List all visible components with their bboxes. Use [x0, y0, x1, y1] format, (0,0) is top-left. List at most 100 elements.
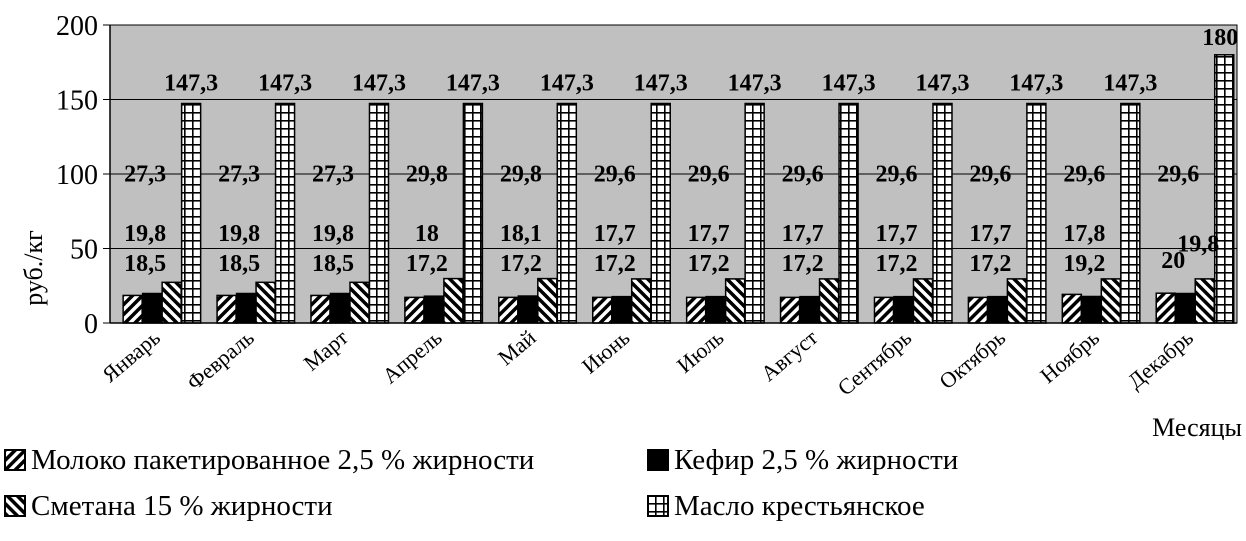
data-label: 147,3 [728, 71, 782, 97]
legend-label: Масло крестьянское [674, 490, 925, 522]
bar [650, 102, 671, 324]
data-label: 19,2 [1063, 251, 1105, 277]
data-label: 17,7 [688, 221, 730, 247]
data-label: 18,1 [500, 221, 542, 247]
x-tick-label: Март [299, 324, 353, 375]
bar [912, 278, 934, 324]
x-axis-title: Месяцы [1152, 413, 1242, 440]
data-label: 19,8 [124, 221, 166, 247]
y-tick-label: 100 [56, 160, 98, 191]
bar [161, 281, 182, 324]
legend-label: Молоко пакетированное 2,5 % жирности [31, 444, 535, 476]
bar [744, 102, 765, 324]
bar [141, 292, 163, 324]
legend-item: Кефир 2,5 % жирности [647, 440, 958, 480]
data-label: 147,3 [634, 71, 688, 97]
data-label: 17,2 [969, 251, 1011, 277]
data-label: 17,7 [969, 221, 1011, 247]
gridlines [110, 99, 1237, 249]
data-label: 18,5 [312, 251, 354, 277]
legend-swatch [647, 495, 669, 517]
x-axis-labels: Январь Февраль Март Апрель Май Июнь Июль Август… [97, 324, 1198, 400]
bar [1026, 102, 1047, 324]
data-label: 17,2 [594, 251, 636, 277]
data-label: 19,8 [218, 221, 260, 247]
data-label: 147,3 [446, 71, 500, 97]
y-axis-ticks: 0 50 100 150 200 [56, 11, 110, 340]
data-label: 147,3 [1103, 71, 1157, 97]
data-label: 20 [1161, 248, 1185, 274]
bar [404, 296, 425, 324]
data-label: 29,8 [406, 161, 448, 187]
bar [1100, 278, 1122, 324]
bar [893, 295, 914, 324]
data-label: 18,5 [124, 251, 166, 277]
bar [423, 295, 445, 324]
data-label: 17,7 [875, 221, 917, 247]
bar [517, 295, 539, 324]
bar [1120, 102, 1141, 324]
bar [329, 292, 351, 324]
bar [967, 296, 989, 324]
bar [630, 278, 652, 324]
data-label: 147,3 [352, 71, 406, 97]
data-label: 29,8 [500, 161, 542, 187]
legend-label: Сметана 15 % жирности [31, 490, 333, 522]
bar [537, 277, 558, 324]
data-label: 29,6 [594, 161, 636, 187]
data-label: 19,8 [312, 221, 354, 247]
legend-swatch [4, 495, 26, 517]
legend-item: Сметана 15 % жирности [4, 486, 333, 526]
bar [1213, 54, 1235, 324]
data-label: 27,3 [312, 161, 354, 187]
legend-swatch [4, 449, 26, 471]
bar [987, 295, 1008, 324]
x-tick-label: Ноябрь [1035, 325, 1104, 388]
data-label: 18 [415, 221, 439, 247]
x-tick-label: Сентябрь [833, 325, 917, 401]
data-label: 18,5 [218, 251, 260, 277]
data-label: 17,2 [500, 251, 542, 277]
bar [498, 296, 519, 324]
bar [122, 294, 143, 324]
bar [1155, 292, 1176, 324]
x-tick-label: Октябрь [934, 325, 1010, 394]
y-axis-title: руб./кг [19, 230, 48, 306]
y-tick-label: 150 [56, 86, 98, 117]
data-label: 147,3 [164, 71, 218, 97]
bar [1174, 292, 1196, 324]
bars [109, 25, 1237, 324]
bar [799, 295, 820, 324]
x-tick-label: Декабрь [1123, 325, 1198, 394]
bar [443, 277, 464, 324]
bar [368, 102, 390, 324]
chart: 0 50 100 150 200 18,5 19,8 27,3 147,3 18,5 19,8 27… [19, 11, 1242, 440]
legend-label: Кефир 2,5 % жирности [674, 444, 959, 476]
data-label: 147,3 [915, 71, 969, 97]
bar [1194, 278, 1215, 324]
y-tick-label: 200 [56, 11, 98, 42]
data-label: 29,6 [969, 161, 1011, 187]
data-label: 27,3 [218, 161, 260, 187]
bar [462, 102, 484, 324]
x-tick-label: Февраль [182, 325, 259, 395]
data-label: 180 [1202, 25, 1238, 51]
data-label: 29,6 [875, 161, 917, 187]
bar [685, 296, 707, 324]
bar [216, 294, 237, 324]
y-tick-label: 0 [84, 309, 98, 340]
bar [1006, 278, 1028, 324]
data-label: 17,8 [1063, 221, 1105, 247]
bar [274, 102, 296, 324]
bar [779, 296, 801, 324]
bar [255, 281, 276, 324]
data-label: 19,8 [1177, 231, 1219, 257]
bar [724, 278, 746, 324]
data-label: 17,7 [782, 221, 824, 247]
x-tick-label: Январь [97, 325, 165, 387]
bar [1061, 293, 1083, 324]
bar [180, 102, 202, 324]
y-tick-label: 50 [70, 235, 98, 266]
bar [818, 278, 840, 324]
legend-item: Молоко пакетированное 2,5 % жирности [4, 440, 534, 480]
